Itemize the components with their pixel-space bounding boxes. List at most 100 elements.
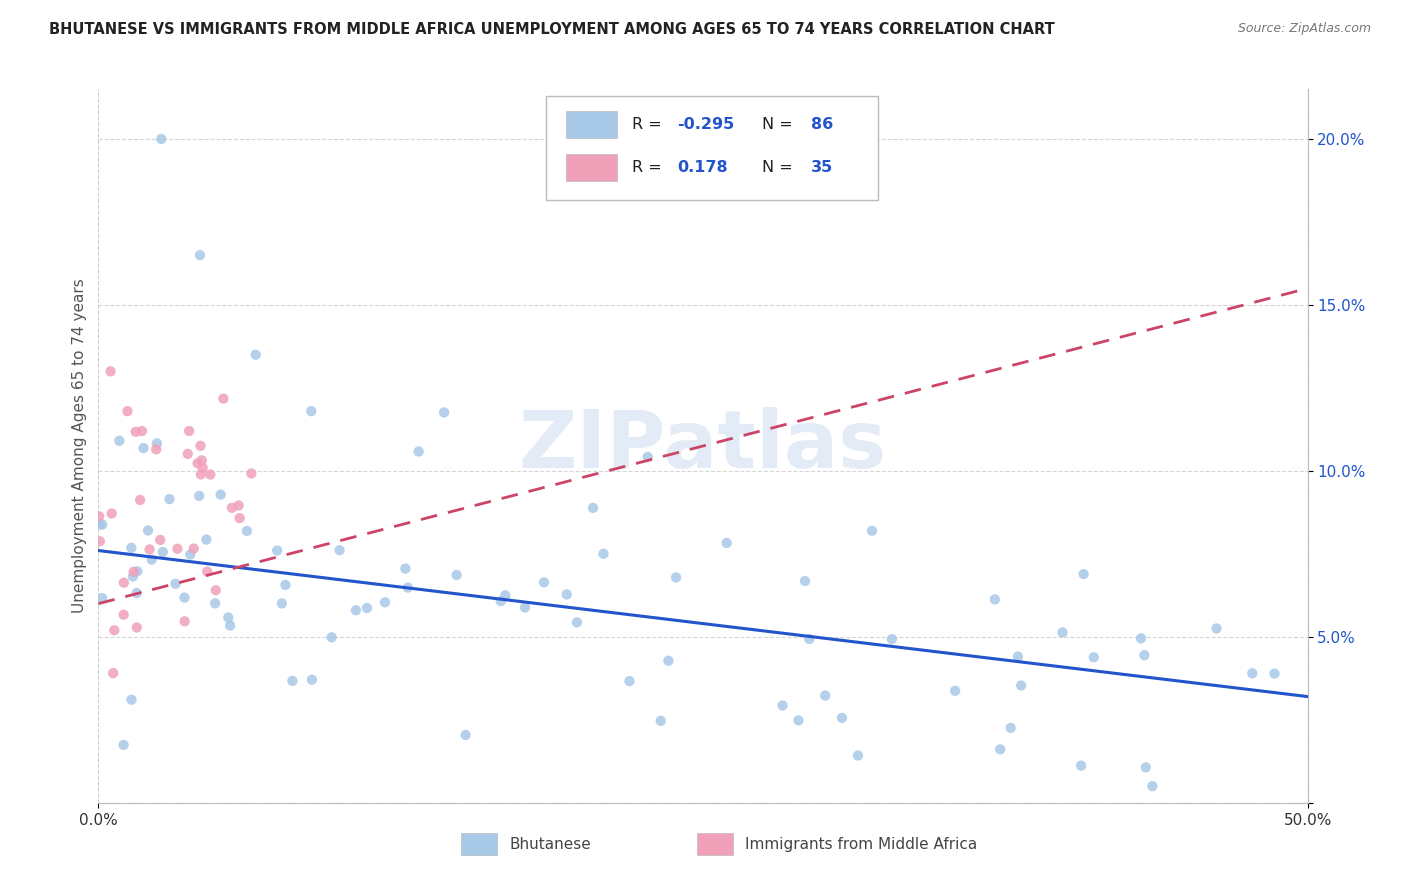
Point (433, 405, 456, 419)
Point (121, 692, 143, 706)
Point (89, 517, 111, 532)
Point (1010, 679, 1032, 693)
Text: BHUTANESE VS IMMIGRANTS FROM MIDDLE AFRICA UNEMPLOYMENT AMONG AGES 65 TO 74 YEAR: BHUTANESE VS IMMIGRANTS FROM MIDDLE AFRI… (49, 22, 1054, 37)
Point (1263, 666, 1285, 681)
Point (177, 447, 200, 461)
Point (228, 511, 250, 525)
Point (112, 738, 135, 752)
Point (108, 434, 131, 448)
Point (665, 570, 688, 584)
Text: ZIPatlas: ZIPatlas (519, 407, 887, 485)
Point (1135, 760, 1157, 774)
Point (131, 424, 153, 438)
Point (657, 654, 679, 668)
Point (344, 603, 367, 617)
Point (159, 492, 181, 507)
Point (187, 456, 209, 470)
Point (236, 524, 259, 538)
Point (266, 543, 288, 558)
Point (321, 630, 343, 644)
Text: R =: R = (631, 161, 672, 175)
Point (149, 533, 172, 547)
Point (582, 500, 605, 515)
Point (787, 714, 810, 728)
Point (152, 545, 174, 559)
Point (200, 467, 222, 482)
Point (619, 674, 641, 689)
FancyBboxPatch shape (546, 96, 879, 200)
Point (772, 698, 794, 713)
Point (446, 568, 468, 582)
Point (1241, 666, 1264, 681)
Point (127, 564, 149, 578)
Point (513, 600, 536, 615)
Point (637, 450, 659, 464)
Point (138, 542, 160, 557)
Point (191, 460, 214, 475)
Point (100, 364, 122, 378)
Point (188, 248, 211, 262)
Point (394, 561, 416, 575)
Point (396, 581, 419, 595)
Point (565, 615, 588, 630)
Point (100, 507, 122, 521)
Point (1000, 721, 1022, 735)
Point (716, 536, 738, 550)
Bar (461, 833, 498, 855)
Point (188, 489, 211, 503)
Point (329, 543, 352, 558)
Point (112, 575, 135, 590)
Point (141, 552, 163, 566)
Point (145, 442, 167, 457)
Point (240, 467, 263, 481)
Point (146, 436, 169, 450)
Point (794, 574, 817, 588)
Point (454, 728, 477, 742)
Point (122, 569, 145, 583)
Point (299, 404, 322, 418)
Point (129, 492, 152, 507)
Point (943, 683, 966, 698)
Point (195, 533, 218, 547)
Point (494, 588, 516, 602)
Point (814, 689, 837, 703)
Point (228, 499, 250, 513)
Point (301, 673, 323, 687)
Text: 0.178: 0.178 (678, 161, 728, 175)
Point (489, 594, 512, 608)
Point (650, 714, 672, 728)
Point (173, 591, 195, 605)
Point (125, 425, 148, 439)
Point (1142, 779, 1164, 793)
Point (136, 524, 159, 538)
Point (183, 541, 205, 556)
Point (984, 592, 1007, 607)
Point (165, 576, 187, 591)
Point (89, 509, 111, 524)
Text: R =: R = (631, 118, 666, 132)
Point (217, 610, 239, 624)
Text: Immigrants from Middle Africa: Immigrants from Middle Africa (745, 837, 977, 852)
Point (195, 565, 218, 579)
Point (150, 132, 173, 146)
Point (177, 424, 200, 438)
Point (1052, 625, 1074, 640)
Point (91, 517, 114, 532)
Point (846, 748, 869, 763)
Point (356, 601, 378, 615)
Point (860, 524, 883, 538)
Point (988, 742, 1011, 756)
Point (204, 596, 226, 610)
Point (245, 348, 267, 362)
Point (89, 534, 111, 549)
Point (191, 453, 214, 467)
Point (117, 404, 139, 418)
Point (880, 632, 903, 646)
Point (1205, 622, 1227, 636)
Point (204, 583, 226, 598)
Text: N =: N = (762, 118, 799, 132)
Point (1007, 649, 1029, 664)
Point (1083, 650, 1105, 665)
Point (1133, 648, 1156, 663)
Point (1070, 758, 1092, 772)
